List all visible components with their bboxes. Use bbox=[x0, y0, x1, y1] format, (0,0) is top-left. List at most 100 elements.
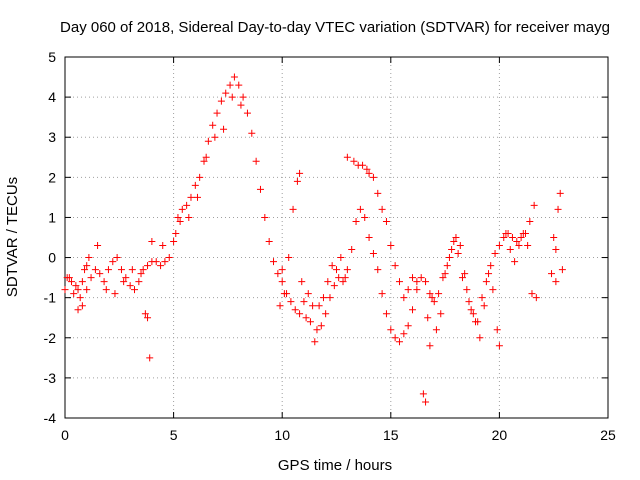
data-point bbox=[328, 262, 336, 270]
data-point bbox=[261, 213, 269, 221]
data-point bbox=[161, 258, 169, 266]
data-point bbox=[172, 229, 180, 237]
data-point bbox=[513, 238, 521, 246]
data-point bbox=[209, 121, 217, 129]
data-point bbox=[109, 258, 117, 266]
data-point bbox=[502, 229, 510, 237]
data-point bbox=[91, 266, 99, 274]
x-tick-label: 15 bbox=[383, 427, 399, 443]
data-point bbox=[126, 282, 134, 290]
data-point bbox=[111, 290, 119, 298]
data-point bbox=[452, 234, 460, 241]
data-point bbox=[426, 342, 434, 350]
data-point bbox=[85, 254, 93, 262]
data-point bbox=[478, 294, 486, 302]
data-point bbox=[422, 398, 430, 406]
data-point bbox=[419, 390, 427, 398]
data-point bbox=[313, 326, 321, 334]
data-point bbox=[458, 274, 466, 282]
data-point bbox=[200, 157, 208, 165]
data-point bbox=[378, 290, 386, 298]
data-point bbox=[552, 278, 560, 286]
data-point bbox=[506, 246, 514, 254]
data-point bbox=[296, 310, 304, 318]
data-point bbox=[500, 234, 508, 241]
data-point bbox=[391, 334, 399, 342]
data-point bbox=[270, 258, 278, 266]
data-point bbox=[300, 298, 308, 306]
data-point bbox=[122, 274, 130, 282]
data-point bbox=[335, 274, 343, 282]
data-point bbox=[554, 205, 562, 213]
data-point bbox=[76, 294, 84, 302]
data-point bbox=[363, 165, 371, 173]
y-tick-label: 2 bbox=[48, 169, 56, 185]
data-point bbox=[135, 278, 143, 286]
data-point bbox=[239, 93, 247, 101]
data-point bbox=[443, 262, 451, 270]
data-point bbox=[183, 201, 191, 209]
axis-ticks: 0 5 10 15 20 25 -4 -3 -2 -1 0 1 2 3 4 5 bbox=[44, 49, 616, 443]
x-tick-label: 5 bbox=[170, 427, 178, 443]
data-point bbox=[356, 205, 364, 213]
data-point bbox=[369, 250, 377, 258]
data-point bbox=[265, 238, 273, 246]
data-point bbox=[278, 266, 286, 274]
data-point bbox=[365, 169, 373, 177]
data-point bbox=[530, 201, 538, 209]
data-point bbox=[324, 278, 332, 286]
data-point bbox=[387, 242, 395, 250]
data-point bbox=[448, 246, 456, 254]
y-tick-label: -1 bbox=[44, 290, 57, 306]
data-point bbox=[285, 254, 293, 262]
data-point bbox=[113, 254, 121, 262]
data-point bbox=[83, 262, 91, 270]
data-point bbox=[104, 266, 112, 274]
data-point bbox=[552, 246, 560, 254]
data-point bbox=[491, 250, 499, 258]
data-point bbox=[469, 310, 477, 318]
data-point bbox=[94, 242, 102, 250]
data-point bbox=[187, 193, 195, 201]
data-point bbox=[120, 278, 128, 286]
data-point bbox=[519, 229, 527, 237]
data-point bbox=[341, 274, 349, 282]
data-point bbox=[343, 266, 351, 274]
data-point bbox=[361, 213, 369, 221]
y-tick-label: 5 bbox=[48, 49, 56, 65]
data-point bbox=[61, 286, 69, 294]
data-point bbox=[152, 258, 160, 266]
x-tick-label: 25 bbox=[600, 427, 616, 443]
data-point bbox=[524, 242, 532, 250]
data-point bbox=[100, 278, 108, 286]
data-point bbox=[548, 270, 556, 278]
data-point bbox=[430, 298, 438, 306]
grid bbox=[65, 57, 608, 418]
y-tick-label: -3 bbox=[44, 370, 57, 386]
data-point bbox=[252, 157, 260, 165]
data-point bbox=[202, 153, 210, 161]
data-point bbox=[463, 286, 471, 294]
data-point bbox=[395, 278, 403, 286]
data-point bbox=[441, 270, 449, 278]
data-point bbox=[528, 290, 536, 298]
data-point bbox=[159, 242, 167, 250]
data-point bbox=[213, 109, 221, 117]
data-point bbox=[309, 302, 317, 310]
data-point bbox=[382, 310, 390, 318]
data-point bbox=[274, 270, 282, 278]
data-point bbox=[404, 322, 412, 330]
data-point bbox=[413, 278, 421, 286]
data-point bbox=[315, 302, 323, 310]
data-point bbox=[445, 254, 453, 262]
data-point bbox=[243, 109, 251, 117]
data-point bbox=[424, 314, 432, 322]
data-point bbox=[330, 282, 338, 290]
data-point bbox=[176, 217, 184, 225]
data-point bbox=[237, 101, 245, 109]
data-point bbox=[70, 290, 78, 298]
y-tick-label: 1 bbox=[48, 209, 56, 225]
data-point bbox=[317, 322, 325, 330]
data-point bbox=[235, 81, 243, 89]
